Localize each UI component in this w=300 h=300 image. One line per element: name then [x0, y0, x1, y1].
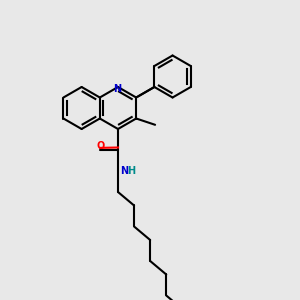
Text: N: N — [113, 84, 121, 94]
Text: H: H — [127, 166, 135, 176]
Text: N: N — [120, 166, 128, 176]
Text: O: O — [96, 141, 104, 151]
